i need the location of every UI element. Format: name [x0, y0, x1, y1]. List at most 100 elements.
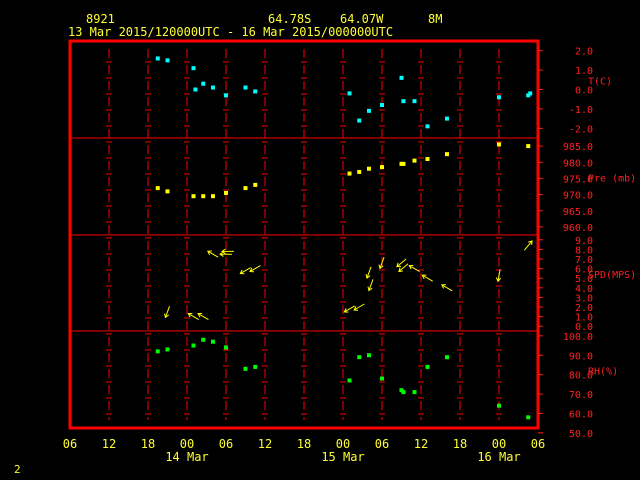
y-tick-label: 2.0: [575, 303, 593, 314]
wind-arrow: [396, 258, 407, 268]
data-point: [401, 390, 406, 395]
y-tick-label: 1.0: [575, 313, 593, 324]
data-point: [367, 108, 371, 113]
wind-arrow: [219, 251, 232, 257]
x-tick-label: 18: [453, 437, 467, 451]
y-tick-label: 965.0: [563, 207, 593, 218]
y-tick-label: -1.0: [569, 105, 593, 116]
data-point: [526, 144, 531, 149]
wind-arrow: [187, 312, 199, 321]
data-point: [191, 66, 196, 71]
data-point: [201, 194, 206, 199]
x-tick-label: 06: [531, 437, 545, 451]
wind-arrow: [365, 266, 372, 279]
y-tick-label: 5.0: [575, 274, 593, 285]
y-tick-label: 960.0: [563, 223, 593, 234]
panel-label: T(C): [588, 77, 612, 88]
wind-arrow: [197, 312, 209, 321]
y-tick-label: 980.0: [563, 158, 593, 169]
x-tick-label: 06: [219, 437, 233, 451]
data-point: [347, 378, 352, 383]
data-point: [193, 87, 198, 92]
data-point: [526, 415, 531, 420]
data-point: [243, 85, 248, 90]
x-tick-label: 00: [180, 437, 194, 451]
data-point: [253, 89, 258, 94]
x-tick-label: 00: [336, 437, 350, 451]
station-height: 8M: [428, 12, 443, 26]
data-point: [224, 93, 228, 98]
data-point: [243, 366, 248, 371]
y-tick-label: 8.0: [575, 245, 593, 256]
data-point: [253, 364, 258, 369]
data-point: [347, 91, 352, 96]
x-tick-label: 18: [297, 437, 311, 451]
data-point: [367, 353, 371, 358]
y-tick-label: 0.0: [575, 322, 593, 333]
y-tick-label: 80.0: [569, 371, 593, 382]
x-tick-label: 06: [63, 437, 77, 451]
data-point: [224, 190, 228, 195]
panel-label: SPD(MPS): [588, 270, 636, 281]
wind-arrow: [221, 248, 234, 254]
y-tick-label: 50.0: [569, 429, 593, 440]
wind-arrow: [239, 267, 251, 275]
y-tick-label: 60.0: [569, 409, 593, 420]
data-point: [211, 194, 215, 199]
data-point: [497, 403, 501, 408]
wind-arrow: [398, 263, 409, 273]
data-point: [243, 186, 248, 191]
y-tick-label: 70.0: [569, 390, 593, 401]
data-point: [211, 85, 215, 90]
data-point: [201, 337, 206, 342]
data-point: [357, 169, 362, 174]
data-point: [445, 152, 449, 157]
data-point: [155, 349, 160, 354]
data-point: [401, 99, 406, 104]
y-tick-label: 3.0: [575, 293, 593, 304]
wind-arrow: [378, 257, 385, 270]
data-point: [399, 75, 404, 80]
y-tick-label: 975.0: [563, 174, 593, 185]
y-tick-label: -2.0: [569, 124, 593, 135]
data-point: [165, 347, 170, 352]
panel-label: RH(%): [588, 367, 618, 378]
wind-arrow: [207, 250, 219, 258]
data-point: [357, 355, 362, 360]
station-longitude: 64.07W: [340, 12, 384, 26]
data-point: [412, 99, 417, 104]
wind-arrow: [495, 269, 502, 283]
data-point: [155, 56, 160, 61]
data-point: [425, 124, 430, 129]
footer-number: 2: [14, 463, 21, 476]
data-point: [224, 345, 228, 350]
data-point: [201, 81, 206, 86]
x-tick-label: 18: [141, 437, 155, 451]
data-point: [367, 166, 371, 171]
station-id: 8921: [86, 12, 115, 26]
panel-label: Pre (mb): [588, 174, 636, 185]
x-date-label: 15 Mar: [321, 450, 364, 464]
y-tick-label: 7.0: [575, 255, 593, 266]
data-point: [357, 118, 362, 123]
x-date-label: 14 Mar: [165, 450, 208, 464]
data-point: [380, 103, 384, 108]
wind-arrow: [408, 264, 420, 273]
wind-arrow: [353, 303, 365, 311]
y-tick-label: 100.0: [563, 332, 593, 343]
x-tick-label: 12: [258, 437, 272, 451]
y-tick-label: 0.0: [575, 86, 593, 97]
data-point: [165, 189, 170, 194]
y-tick-label: 6.0: [575, 265, 593, 276]
x-tick-label: 00: [492, 437, 506, 451]
wind-arrow: [524, 240, 533, 251]
data-point: [380, 165, 384, 170]
data-point: [380, 376, 384, 381]
data-point: [445, 355, 449, 360]
data-point: [155, 186, 160, 191]
wind-arrow: [164, 305, 171, 319]
x-tick-label: 12: [102, 437, 116, 451]
x-date-label: 16 Mar: [477, 450, 520, 464]
x-tick-label: 06: [375, 437, 389, 451]
